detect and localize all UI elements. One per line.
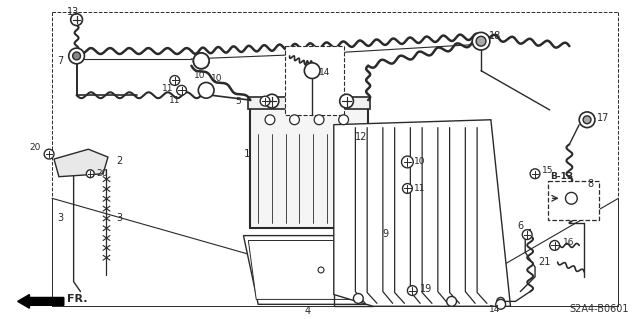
Circle shape xyxy=(476,36,486,46)
Text: 9: 9 xyxy=(383,229,389,239)
Circle shape xyxy=(579,112,595,128)
Text: 6: 6 xyxy=(517,221,524,231)
Text: 13: 13 xyxy=(67,7,79,17)
Text: 10: 10 xyxy=(195,71,206,80)
Text: 7: 7 xyxy=(57,56,63,66)
Text: 4: 4 xyxy=(305,306,310,316)
Circle shape xyxy=(408,286,417,295)
Text: 18: 18 xyxy=(489,31,501,41)
Circle shape xyxy=(318,267,324,273)
Circle shape xyxy=(566,192,577,204)
Polygon shape xyxy=(243,236,403,304)
Text: B-13: B-13 xyxy=(550,172,573,181)
Text: 21: 21 xyxy=(538,257,550,267)
Text: 14: 14 xyxy=(319,68,330,77)
Circle shape xyxy=(550,241,559,250)
Circle shape xyxy=(583,116,591,124)
Polygon shape xyxy=(248,241,397,300)
Circle shape xyxy=(44,149,54,159)
Circle shape xyxy=(170,76,180,85)
Circle shape xyxy=(290,115,300,125)
Text: 16: 16 xyxy=(563,238,574,247)
Bar xyxy=(548,181,599,220)
Text: 17: 17 xyxy=(597,113,609,123)
Circle shape xyxy=(198,82,214,98)
Circle shape xyxy=(193,53,209,69)
Bar xyxy=(285,46,344,115)
Text: 11: 11 xyxy=(414,184,426,193)
Circle shape xyxy=(340,94,353,108)
Circle shape xyxy=(522,230,532,240)
Circle shape xyxy=(70,14,83,26)
Text: 20: 20 xyxy=(96,169,108,178)
Text: 20: 20 xyxy=(29,143,41,152)
Circle shape xyxy=(496,300,506,309)
Circle shape xyxy=(314,115,324,125)
Circle shape xyxy=(530,169,540,179)
Text: 19: 19 xyxy=(420,284,433,293)
Text: S2A4-B0601: S2A4-B0601 xyxy=(570,304,629,314)
Circle shape xyxy=(193,53,209,69)
Text: 14: 14 xyxy=(489,305,500,314)
Polygon shape xyxy=(54,149,108,177)
Text: 1: 1 xyxy=(243,149,250,159)
Text: 11: 11 xyxy=(162,84,173,93)
Text: 5: 5 xyxy=(236,97,241,106)
Circle shape xyxy=(401,156,413,168)
Polygon shape xyxy=(334,120,511,306)
Text: 15: 15 xyxy=(542,166,554,175)
Bar xyxy=(250,105,368,228)
Text: 11: 11 xyxy=(169,96,180,105)
Text: 12: 12 xyxy=(355,132,368,142)
Circle shape xyxy=(177,85,186,95)
Circle shape xyxy=(305,63,320,78)
Text: 2: 2 xyxy=(116,156,122,166)
Bar xyxy=(378,135,447,228)
Circle shape xyxy=(265,115,275,125)
Circle shape xyxy=(265,94,279,108)
Text: 10: 10 xyxy=(414,158,426,167)
FancyArrow shape xyxy=(18,294,64,308)
Circle shape xyxy=(497,297,504,305)
Text: 10: 10 xyxy=(211,74,223,83)
Circle shape xyxy=(260,96,270,106)
Bar xyxy=(248,97,370,109)
Circle shape xyxy=(472,33,490,50)
Text: 8: 8 xyxy=(587,179,593,189)
Circle shape xyxy=(86,170,94,178)
Circle shape xyxy=(339,115,349,125)
Circle shape xyxy=(73,52,81,60)
Circle shape xyxy=(68,48,84,64)
Circle shape xyxy=(447,296,456,306)
Circle shape xyxy=(353,293,364,303)
Text: 3: 3 xyxy=(57,213,63,223)
Circle shape xyxy=(403,183,412,193)
Text: FR.: FR. xyxy=(67,294,87,304)
Text: 3: 3 xyxy=(116,213,122,223)
